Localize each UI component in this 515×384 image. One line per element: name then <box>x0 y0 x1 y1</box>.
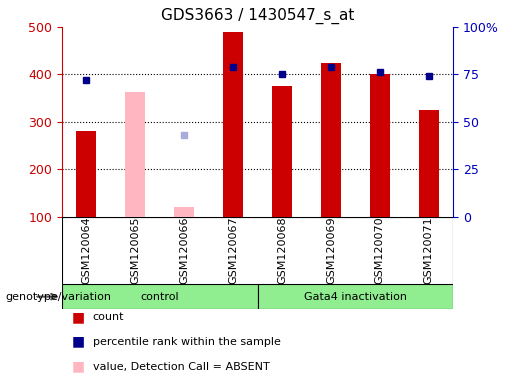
Text: value, Detection Call = ABSENT: value, Detection Call = ABSENT <box>93 362 269 372</box>
Text: GSM120069: GSM120069 <box>326 217 336 285</box>
Bar <box>321 63 340 217</box>
Bar <box>223 31 243 217</box>
Text: GSM120071: GSM120071 <box>424 217 434 285</box>
Text: GSM120064: GSM120064 <box>81 217 91 285</box>
Text: ■: ■ <box>72 310 85 324</box>
Text: ■: ■ <box>72 335 85 349</box>
Text: GSM120066: GSM120066 <box>179 217 189 284</box>
Bar <box>370 74 389 217</box>
Bar <box>258 284 453 309</box>
Text: count: count <box>93 312 124 322</box>
Title: GDS3663 / 1430547_s_at: GDS3663 / 1430547_s_at <box>161 8 354 24</box>
Bar <box>76 131 96 217</box>
Text: GSM120067: GSM120067 <box>228 217 238 285</box>
Bar <box>62 284 258 309</box>
Text: ■: ■ <box>72 360 85 374</box>
Text: GSM120068: GSM120068 <box>277 217 287 285</box>
Text: Gata4 inactivation: Gata4 inactivation <box>304 291 407 302</box>
Text: percentile rank within the sample: percentile rank within the sample <box>93 337 281 347</box>
Bar <box>125 93 145 217</box>
Text: GSM120065: GSM120065 <box>130 217 140 284</box>
Text: control: control <box>140 291 179 302</box>
Bar <box>419 110 438 217</box>
Text: genotype/variation: genotype/variation <box>5 291 111 302</box>
Bar <box>272 86 291 217</box>
Text: GSM120070: GSM120070 <box>375 217 385 285</box>
Bar <box>174 207 194 217</box>
